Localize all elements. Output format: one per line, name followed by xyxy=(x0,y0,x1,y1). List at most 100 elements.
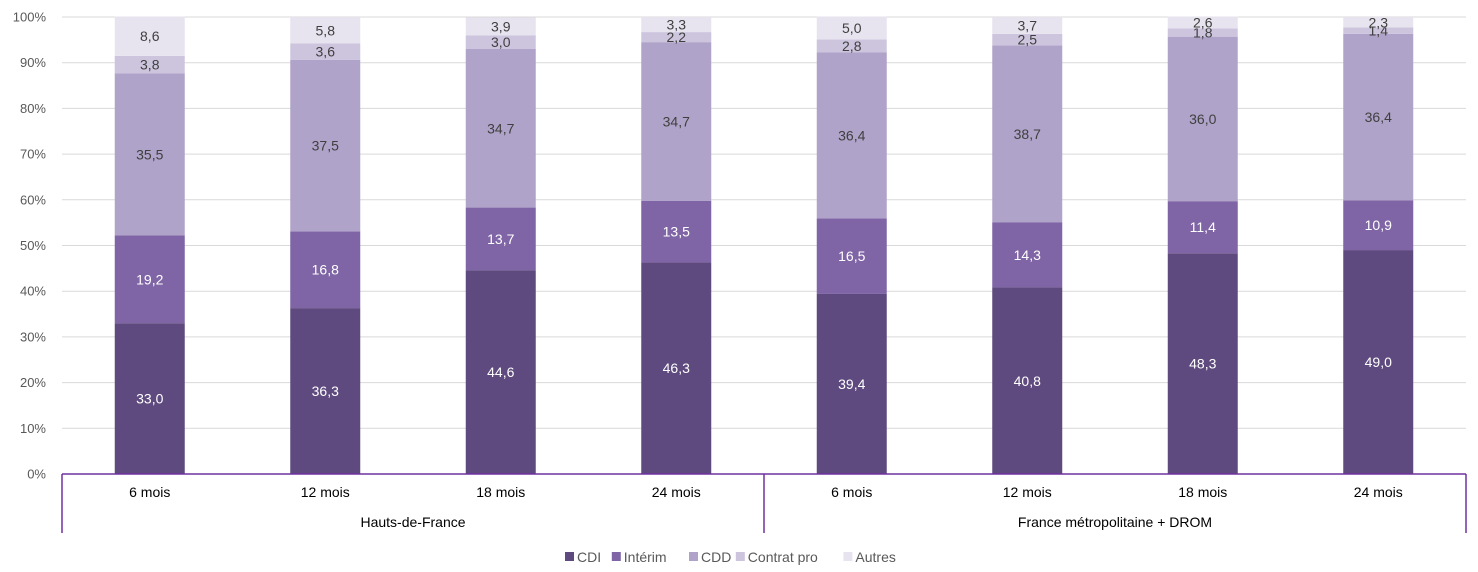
x-group-label: France métropolitaine + DROM xyxy=(1018,514,1212,530)
y-tick-label: 10% xyxy=(20,421,46,436)
data-label: 5,0 xyxy=(842,20,862,36)
bar-segment-cdd xyxy=(992,45,1063,223)
data-label: 2,8 xyxy=(842,38,862,54)
y-tick-label: 0% xyxy=(27,467,46,482)
bar-segment-int-rim xyxy=(114,235,185,324)
data-label: 36,0 xyxy=(1189,111,1216,127)
x-tick-label: 6 mois xyxy=(831,484,872,500)
bar-segment-cdd xyxy=(465,48,536,208)
data-label: 37,5 xyxy=(312,138,339,154)
legend-swatch xyxy=(843,552,853,561)
bar-segment-contrat-pro xyxy=(816,39,887,53)
bar-segment-cdd xyxy=(641,42,712,201)
data-label: 36,3 xyxy=(312,383,339,399)
bar-segment-int-rim xyxy=(816,218,887,294)
data-label: 19,2 xyxy=(136,271,163,287)
legend-label: Contrat pro xyxy=(748,549,818,565)
data-label: 3,0 xyxy=(491,34,511,50)
bar-segment-cdd xyxy=(114,73,185,236)
data-label: 11,4 xyxy=(1190,219,1216,235)
bar-segment-autres xyxy=(290,17,361,44)
y-tick-label: 100% xyxy=(13,10,47,25)
data-label: 39,4 xyxy=(838,376,865,392)
y-tick-label: 30% xyxy=(20,329,46,344)
data-label: 2,2 xyxy=(667,29,687,45)
bars: 33,0 19,2 35,5 3,8 8,6 36,3 16,8 37,5 3,6 5,8 44,6… xyxy=(114,14,1414,474)
data-label: 33,0 xyxy=(136,391,163,407)
bar-segment-int-rim xyxy=(1343,200,1414,251)
data-label: 34,7 xyxy=(487,120,514,136)
data-label: 44,6 xyxy=(487,364,514,380)
legend-swatch xyxy=(735,552,745,561)
bar-segment-autres xyxy=(1167,16,1238,29)
data-label: 46,3 xyxy=(663,360,690,376)
data-label: 5,8 xyxy=(316,22,336,38)
data-label: 14,3 xyxy=(1014,247,1041,263)
legend-label: CDD xyxy=(701,549,731,565)
bar-segment-cdi xyxy=(816,293,887,474)
gridlines xyxy=(62,16,1466,429)
data-label: 48,3 xyxy=(1189,356,1216,372)
bar-segment-autres xyxy=(816,16,887,40)
data-label: 16,8 xyxy=(312,262,339,278)
x-tick-label: 24 mois xyxy=(652,484,701,500)
bar-segment-contrat-pro xyxy=(641,32,712,43)
bar-segment-cdi xyxy=(465,270,536,474)
data-label: 8,6 xyxy=(140,28,160,44)
bar-segment-contrat-pro xyxy=(1343,27,1414,34)
bar-segment-int-rim xyxy=(992,222,1063,288)
x-tick-label: 12 mois xyxy=(301,484,350,500)
bar-segment-int-rim xyxy=(290,231,361,309)
data-label: 36,4 xyxy=(1365,109,1392,125)
bar-segment-cdi xyxy=(641,262,712,474)
data-label: 13,7 xyxy=(487,231,514,247)
bar-segment-autres xyxy=(114,16,185,56)
bar-segment-cdi xyxy=(992,287,1063,474)
bar-segment-cdd xyxy=(816,52,887,219)
y-axis-ticks: 0% 10% 20% 30% 40% 50% 60% 70% 80% 90% 100% xyxy=(13,10,47,482)
legend-label: Autres xyxy=(855,549,895,565)
data-label: 1,8 xyxy=(1193,25,1213,41)
bar-segment-int-rim xyxy=(641,200,712,263)
data-label: 16,5 xyxy=(838,248,865,264)
data-label: 35,5 xyxy=(136,146,163,162)
data-label: 13,5 xyxy=(663,224,690,240)
legend-swatch xyxy=(689,552,698,561)
bar-segment-autres xyxy=(992,17,1063,34)
bar-segment-cdi xyxy=(290,308,361,474)
data-label: 10,9 xyxy=(1365,217,1392,233)
legend-swatch xyxy=(611,552,621,561)
y-tick-label: 50% xyxy=(20,238,46,253)
x-tick-label: 18 mois xyxy=(476,484,525,500)
data-label: 36,4 xyxy=(838,127,865,143)
x-group-label: Hauts-de-France xyxy=(360,514,465,530)
data-label: 2,6 xyxy=(1193,14,1213,30)
bar-segment-cdd xyxy=(1343,33,1414,201)
y-tick-label: 70% xyxy=(20,147,46,162)
bar-segment-cdi xyxy=(114,323,185,474)
legend-swatch xyxy=(565,552,574,561)
bar-segment-autres xyxy=(1343,17,1414,28)
bar-segment-int-rim xyxy=(465,207,536,271)
bar-segment-contrat-pro xyxy=(290,43,361,60)
data-label: 2,3 xyxy=(1369,14,1389,30)
data-label: 3,9 xyxy=(491,18,511,34)
data-label: 3,6 xyxy=(316,44,336,60)
data-label: 38,7 xyxy=(1014,126,1041,142)
x-axis: 6 mois 12 mois 18 mois 24 mois 6 mois 12 mois… xyxy=(61,473,1467,533)
data-label: 34,7 xyxy=(663,113,690,129)
data-label: 2,5 xyxy=(1018,32,1038,48)
bar-segment-contrat-pro xyxy=(114,55,185,74)
x-tick-label: 12 mois xyxy=(1003,484,1052,500)
x-tick-label: 24 mois xyxy=(1354,484,1403,500)
x-tick-label: 18 mois xyxy=(1178,484,1227,500)
y-tick-label: 90% xyxy=(20,55,46,70)
bar-segment-int-rim xyxy=(1167,201,1238,254)
x-tick-label: 6 mois xyxy=(129,484,170,500)
bar-segment-contrat-pro xyxy=(465,35,536,49)
data-label: 49,0 xyxy=(1365,354,1392,370)
data-label: 3,7 xyxy=(1018,17,1038,33)
y-tick-label: 60% xyxy=(20,192,46,207)
y-tick-label: 40% xyxy=(20,284,46,299)
